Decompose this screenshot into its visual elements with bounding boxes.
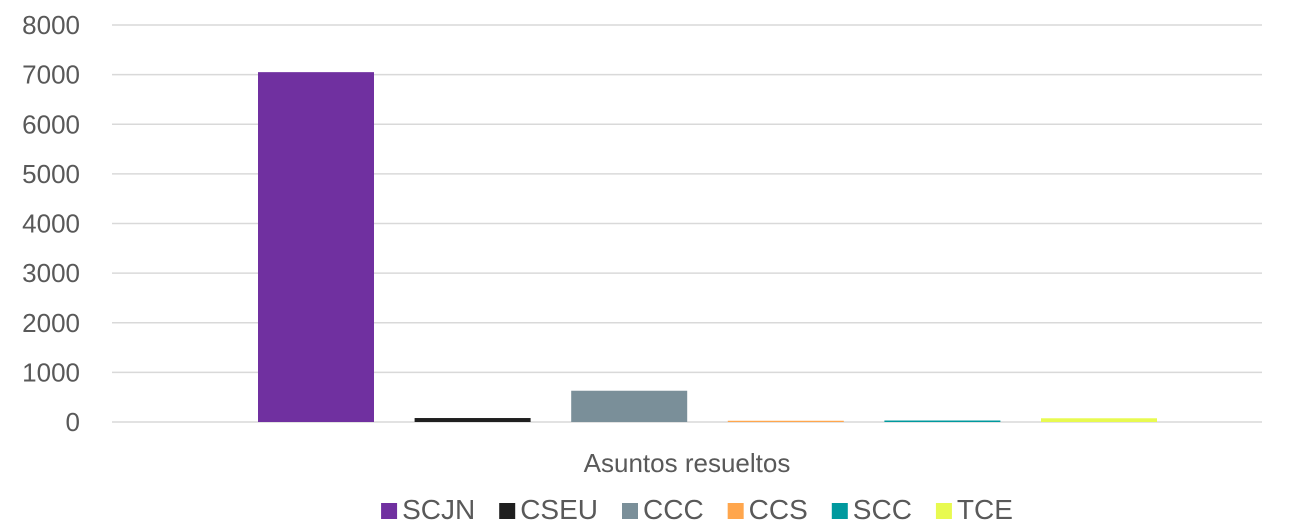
bar-tce (1041, 418, 1157, 422)
legend-label-cseu: CSEU (520, 494, 598, 525)
bar-scjn (258, 72, 374, 423)
legend: SCJN CSEU CCC CCS SCC TCE (381, 494, 1013, 525)
bar-ccc (571, 390, 688, 422)
legend-label-ccs: CCS (749, 494, 808, 525)
legend-swatch-scjn (381, 503, 398, 519)
y-tick-label: 8000 (22, 10, 80, 40)
y-tick-label: 1000 (22, 357, 80, 387)
legend-label-scc: SCC (853, 494, 912, 525)
bar-scc (884, 420, 1001, 422)
legend-label-scjn: SCJN (402, 494, 475, 525)
legend-swatch-ccs (727, 503, 744, 519)
y-tick-label: 2000 (22, 308, 80, 338)
bar-ccs (727, 420, 844, 422)
legend-label-ccc: CCC (643, 494, 704, 525)
x-category-label: Asuntos resueltos (584, 448, 791, 478)
y-axis-ticks: 0 1000 2000 3000 4000 5000 6000 7000 8000 (22, 10, 80, 437)
legend-swatch-cseu (499, 503, 516, 519)
y-tick-label: 7000 (22, 60, 80, 90)
y-tick-label: 0 (66, 407, 80, 437)
bars (258, 72, 1157, 423)
legend-label-tce: TCE (957, 494, 1013, 525)
y-tick-label: 4000 (22, 209, 80, 239)
legend-swatch-scc (831, 503, 848, 519)
bar-cseu (414, 418, 531, 422)
legend-swatch-ccc (622, 503, 638, 519)
y-tick-label: 6000 (22, 109, 80, 139)
y-tick-label: 5000 (22, 159, 80, 189)
y-tick-label: 3000 (22, 258, 80, 288)
legend-swatch-tce (935, 503, 952, 519)
